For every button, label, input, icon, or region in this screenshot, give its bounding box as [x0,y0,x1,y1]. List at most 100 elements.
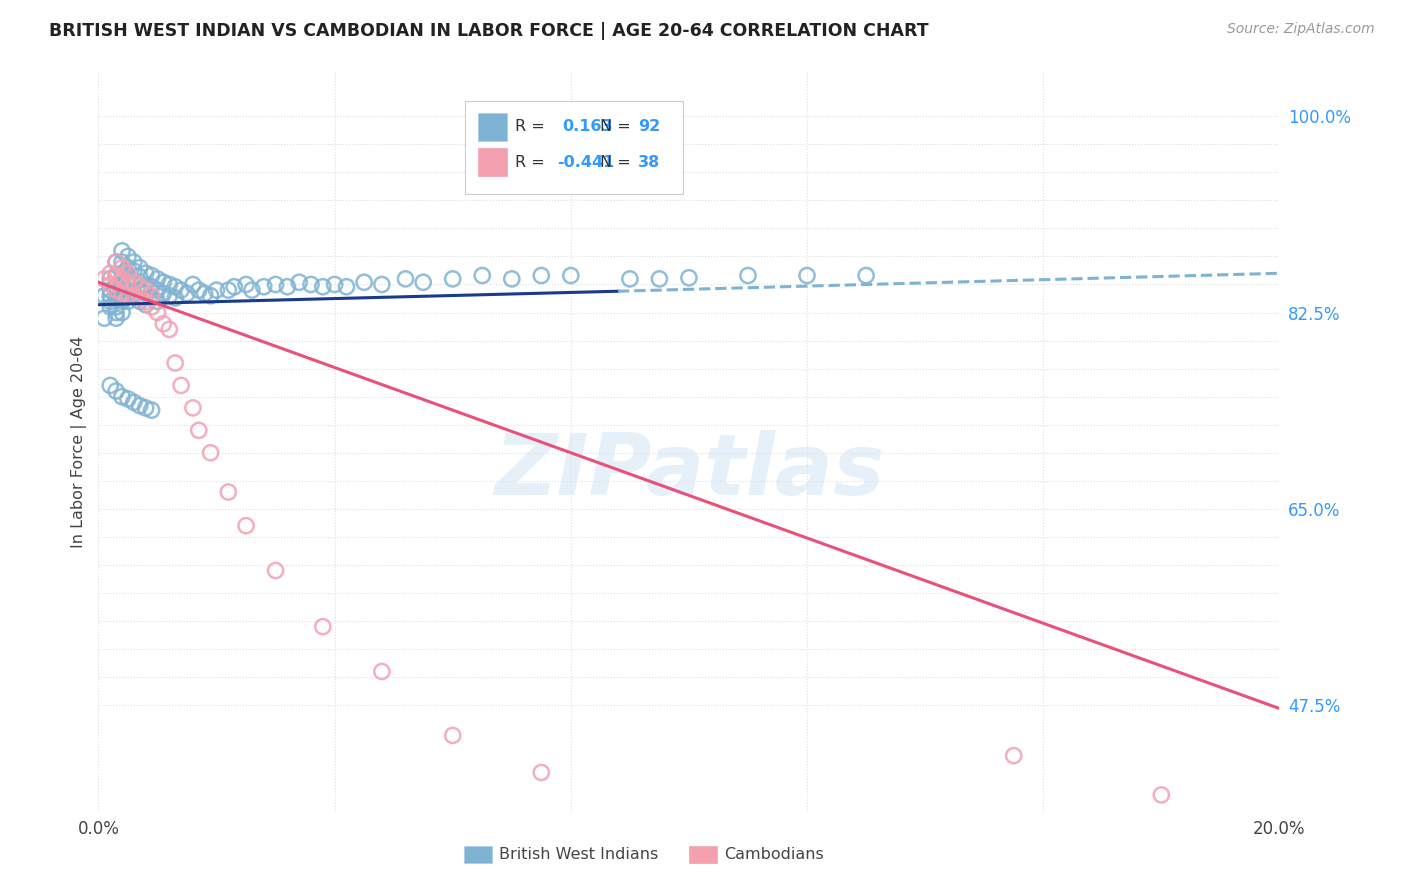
FancyBboxPatch shape [464,101,683,194]
Point [111,289,134,303]
Point [122,275,145,289]
Point [135,401,157,415]
Point [128,294,150,309]
Point [128,260,150,275]
Point [105,283,128,297]
Point [394,272,416,286]
Point [122,255,145,269]
Text: N =: N = [600,120,631,135]
Point [796,836,818,850]
Point [98,289,121,303]
Text: R =: R = [516,155,546,169]
Point [135,266,157,280]
Point [264,564,287,578]
Text: N =: N = [600,155,631,169]
Point [170,378,193,392]
Point [128,291,150,305]
Point [93,289,115,303]
Point [128,399,150,413]
FancyBboxPatch shape [478,112,508,141]
Point [371,277,394,292]
Point [105,268,128,283]
Point [181,277,204,292]
Point [176,286,198,301]
Point [194,286,217,301]
Point [141,289,163,303]
Point [98,266,121,280]
Point [105,291,128,305]
Point [105,311,128,326]
Point [165,356,187,370]
Point [276,279,298,293]
Point [122,286,145,301]
Point [117,283,139,297]
Point [288,275,311,289]
Point [471,268,494,283]
Point [93,272,115,286]
Point [530,765,553,780]
Point [111,255,134,269]
Point [1002,748,1025,763]
Point [412,275,434,289]
Point [135,294,157,309]
FancyBboxPatch shape [478,148,508,177]
Point [353,275,375,289]
Point [312,279,335,293]
Point [648,272,671,286]
Point [135,298,157,312]
Point [98,294,121,309]
Point [181,401,204,415]
Point [371,665,394,679]
Point [111,286,134,301]
Point [187,283,209,297]
Point [165,291,187,305]
Point [98,378,121,392]
Point [441,272,464,286]
Point [117,294,139,309]
Point [141,403,163,417]
Point [619,272,641,286]
Text: 92: 92 [638,120,661,135]
Point [98,283,121,297]
Point [264,277,287,292]
Point [105,255,128,269]
Point [152,275,174,289]
Point [111,390,134,404]
Text: Cambodians: Cambodians [724,847,824,862]
Point [111,294,134,309]
Point [105,300,128,314]
Point [128,283,150,297]
Point [157,289,180,303]
Point [441,728,464,742]
Point [117,392,139,406]
Point [299,277,322,292]
Point [530,268,553,283]
Text: R =: R = [516,120,546,135]
Point [93,311,115,326]
Point [157,277,180,292]
Text: Source: ZipAtlas.com: Source: ZipAtlas.com [1227,22,1375,37]
Point [146,294,169,309]
Point [200,289,222,303]
Point [117,289,139,303]
Text: 38: 38 [638,155,661,169]
Point [141,268,163,283]
Point [111,244,134,258]
Point [152,286,174,301]
Point [135,286,157,301]
Point [128,279,150,293]
Point [135,277,157,292]
Point [122,395,145,409]
Point [105,255,128,269]
Y-axis label: In Labor Force | Age 20-64: In Labor Force | Age 20-64 [72,335,87,548]
Point [105,268,128,283]
Point [111,305,134,319]
Point [217,283,239,297]
Point [737,268,759,283]
Point [224,279,246,293]
Point [111,266,134,280]
Point [111,277,134,292]
Point [253,279,276,293]
Point [560,268,582,283]
Point [122,275,145,289]
